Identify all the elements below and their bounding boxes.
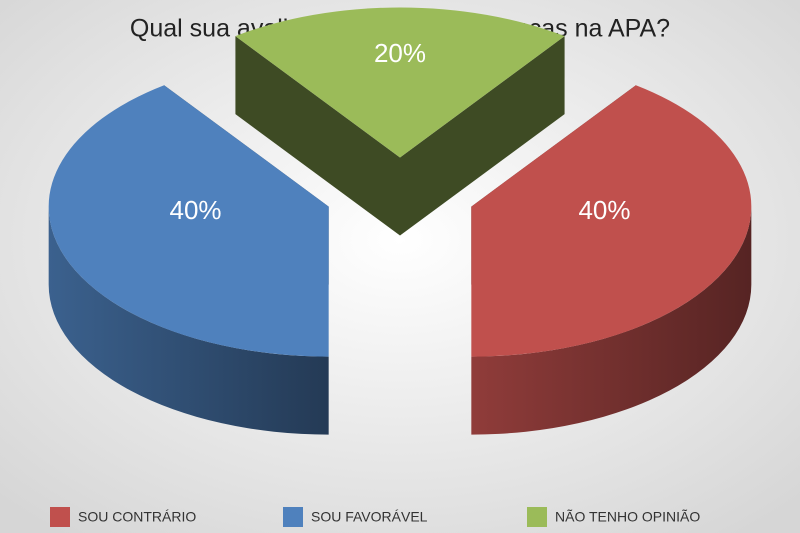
legend-swatch [50,507,70,527]
legend: SOU CONTRÁRIO SOU FAVORÁVEL NÃO TENHO OPIN… [50,507,700,527]
data-label: 40% [578,195,630,225]
slice: 40% [48,85,329,435]
legend-label: SOU CONTRÁRIO [78,509,196,525]
slice-top [471,85,752,357]
slice-top [235,7,565,158]
legend-swatch [283,507,303,527]
legend-swatch [527,507,547,527]
slice-wall [471,206,752,435]
slice-wall [48,206,329,435]
data-label: 20% [374,38,426,68]
slice-side [235,36,400,236]
slice-top [48,85,329,357]
data-label: 40% [169,195,221,225]
slice: 20% [235,7,565,236]
slice-side [400,36,565,236]
pie: 20% 40% 40% [48,7,752,435]
legend-label: NÃO TENHO OPINIÃO [555,509,700,525]
legend-label: SOU FAVORÁVEL [311,509,428,525]
slice: 40% [471,85,752,435]
